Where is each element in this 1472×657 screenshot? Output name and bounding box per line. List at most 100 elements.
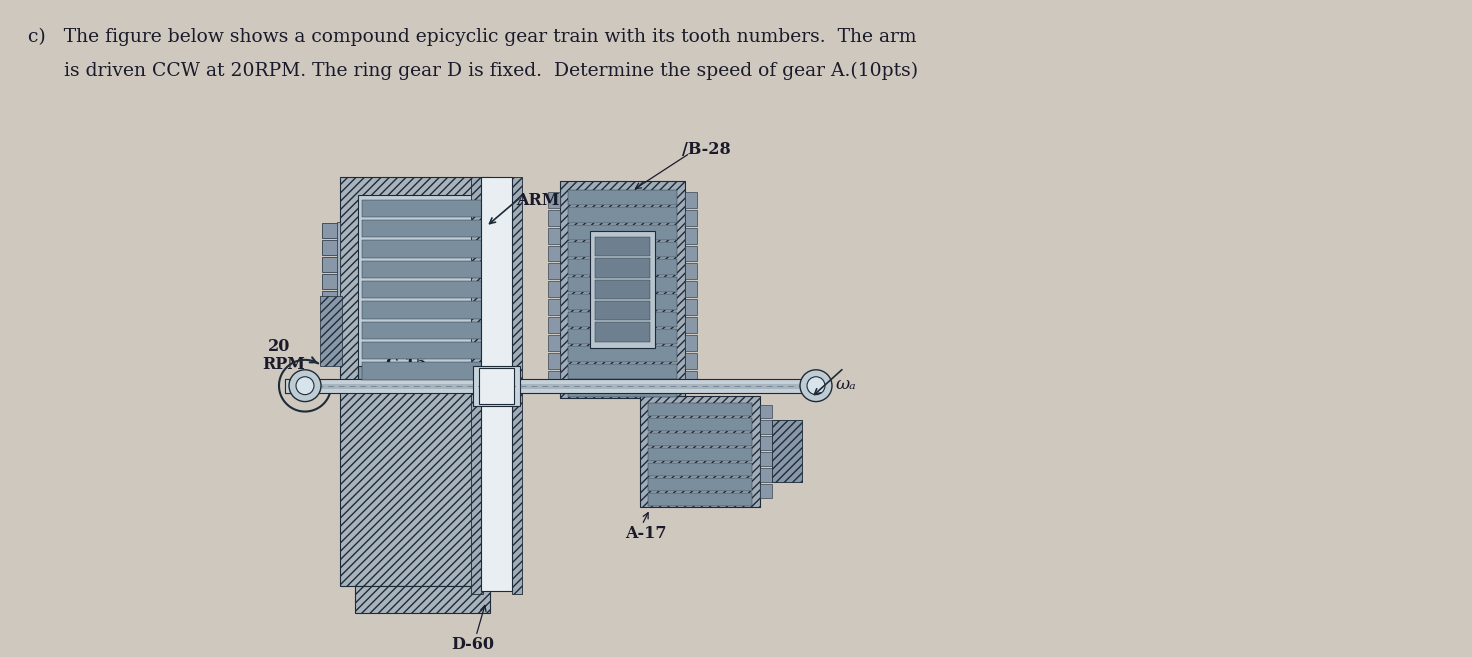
Bar [595, 279, 651, 299]
Bar [548, 299, 559, 315]
Text: is driven CCW at 20RPM. The ring gear D is fixed.  Determine the speed of gear A: is driven CCW at 20RPM. The ring gear D … [28, 62, 919, 80]
Text: ωₐ: ωₐ [836, 376, 857, 393]
Bar [286, 384, 815, 389]
Bar [337, 221, 340, 341]
Bar [648, 418, 752, 431]
Bar [568, 364, 677, 379]
Bar [355, 587, 490, 614]
Bar [684, 263, 698, 279]
Bar [760, 468, 771, 482]
Bar [286, 378, 308, 393]
Bar [322, 325, 340, 340]
Bar [568, 260, 677, 275]
Circle shape [799, 370, 832, 401]
Bar [548, 227, 559, 244]
Bar [548, 353, 559, 369]
Bar [286, 378, 815, 393]
Bar [322, 291, 340, 306]
Circle shape [807, 376, 824, 395]
Bar [648, 433, 752, 445]
Bar [760, 452, 771, 466]
Bar [340, 177, 490, 388]
Bar [548, 281, 559, 297]
Bar [548, 371, 559, 387]
Bar [568, 381, 677, 397]
Bar [568, 190, 677, 205]
Bar [548, 246, 559, 261]
Bar [362, 240, 481, 258]
Bar [362, 200, 481, 217]
Text: D-60: D-60 [450, 636, 495, 653]
Bar [640, 396, 760, 507]
Text: C-15: C-15 [386, 356, 427, 373]
Bar [471, 177, 483, 595]
Bar [340, 388, 490, 587]
Bar [684, 227, 698, 244]
Bar [684, 335, 698, 351]
Bar [648, 403, 752, 416]
Bar [760, 436, 771, 450]
Bar [358, 195, 490, 388]
Bar [760, 420, 771, 434]
Bar [362, 342, 481, 359]
Bar [684, 353, 698, 369]
Bar [684, 210, 698, 225]
Bar [481, 177, 512, 591]
Bar [322, 223, 340, 238]
Bar [322, 240, 340, 255]
Bar [590, 231, 655, 348]
Bar [595, 258, 651, 277]
Bar [548, 317, 559, 333]
Bar [362, 302, 481, 319]
Bar [362, 261, 481, 278]
Text: c)   The figure below shows a compound epicyclic gear train with its tooth numbe: c) The figure below shows a compound epi… [28, 28, 917, 46]
Bar [548, 192, 559, 208]
Bar [478, 368, 514, 403]
Bar [648, 463, 752, 476]
Bar [559, 181, 684, 397]
Bar [595, 323, 651, 342]
Text: /B-28: /B-28 [682, 141, 730, 158]
Circle shape [296, 376, 314, 395]
Bar [322, 274, 340, 289]
Circle shape [289, 370, 321, 401]
Bar [595, 301, 651, 321]
Bar [548, 210, 559, 225]
Bar [319, 296, 342, 366]
Text: RPM: RPM [262, 356, 305, 373]
Bar [568, 346, 677, 362]
Bar [684, 371, 698, 387]
Bar [595, 237, 651, 256]
Bar [473, 366, 520, 405]
Bar [568, 294, 677, 309]
Bar [362, 281, 481, 298]
Bar [684, 317, 698, 333]
Bar [568, 225, 677, 240]
Bar [568, 277, 677, 292]
Bar [648, 448, 752, 461]
Bar [684, 281, 698, 297]
Bar [568, 242, 677, 258]
Bar [568, 311, 677, 327]
Bar [684, 246, 698, 261]
Bar [548, 335, 559, 351]
Bar [358, 366, 490, 388]
Bar [684, 299, 698, 315]
Bar [771, 420, 802, 482]
Bar [568, 329, 677, 344]
Bar [648, 478, 752, 491]
Bar [760, 405, 771, 419]
Bar [548, 263, 559, 279]
Text: A-17: A-17 [626, 525, 667, 542]
Bar [362, 220, 481, 237]
Bar [362, 363, 481, 380]
Text: 20: 20 [268, 338, 290, 355]
Bar [771, 420, 802, 482]
Bar [322, 257, 340, 272]
Bar [568, 207, 677, 223]
Bar [760, 484, 771, 498]
Text: ARM: ARM [517, 192, 559, 209]
Bar [362, 322, 481, 339]
Bar [648, 493, 752, 506]
Bar [512, 177, 523, 595]
